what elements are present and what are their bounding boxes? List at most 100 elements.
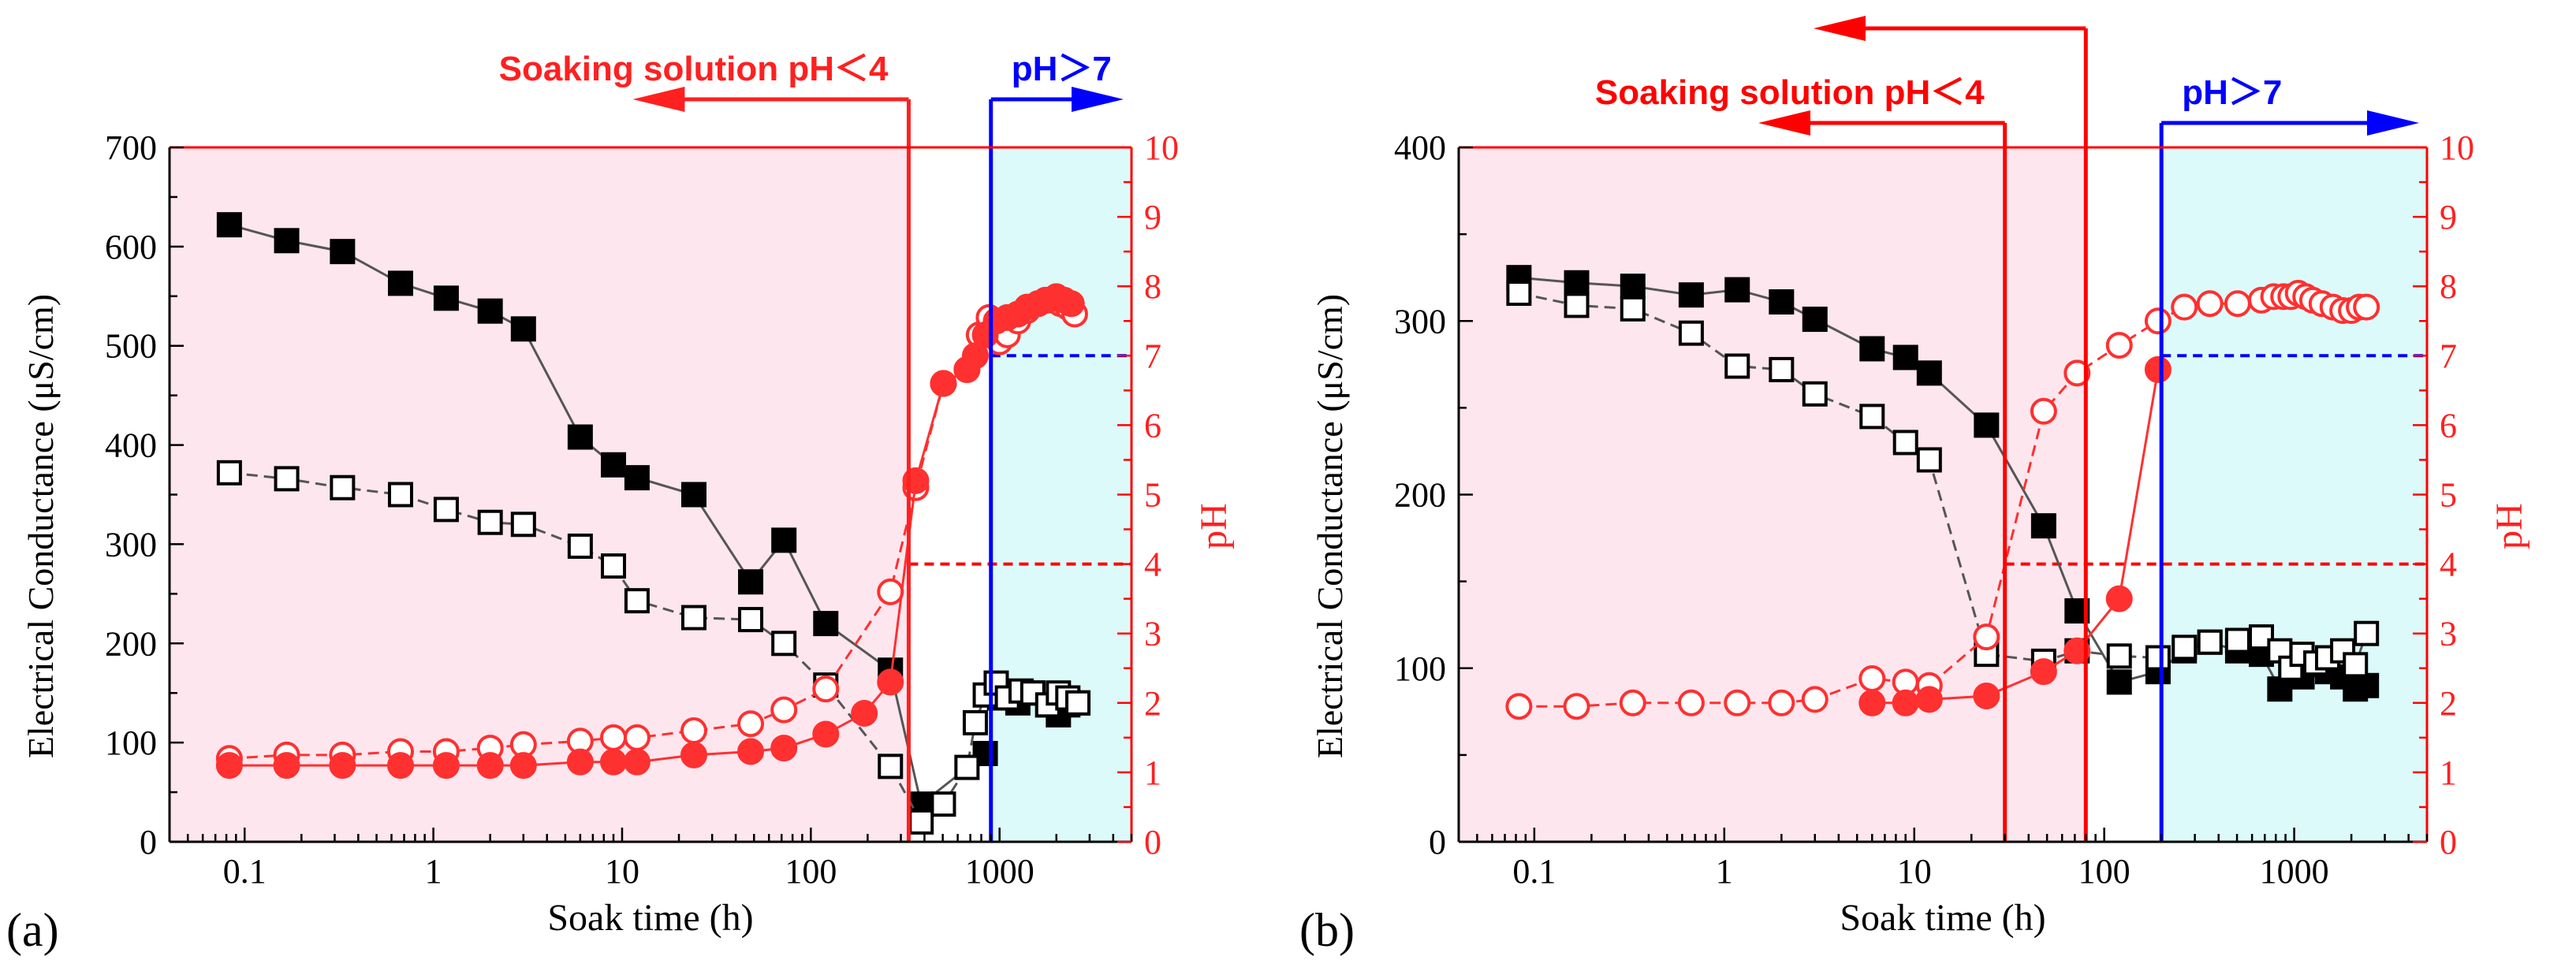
filled-square-point [1802,307,1828,333]
open-circle-point [2063,359,2091,387]
filled-square-point [680,482,706,508]
y2-tick-label: 1 [2440,754,2457,792]
y2-tick-label: 5 [1144,476,1161,515]
filled-circle-point [386,752,414,780]
filled-circle-point [930,370,957,397]
filled-square-point [274,228,300,254]
y2-tick-label: 7 [1144,337,1161,375]
filled-circle-point [812,720,840,748]
open-square-point [930,791,956,817]
filled-circle-point [2030,658,2057,686]
y-tick-label: 300 [1394,302,1446,341]
y-tick-label: 100 [1394,649,1446,688]
filled-square-point [2106,669,2132,695]
y2-tick-label: 4 [2440,545,2457,584]
panel-label: (b) [1299,904,1355,956]
open-circle-point [1563,693,1590,720]
open-circle-point [1801,686,1829,713]
open-square-point [1769,356,1795,382]
filled-circle-point [566,748,594,776]
open-square-point [962,709,988,735]
open-square-point [387,482,413,508]
chart-panel-a: Soaking solution pH＜4 pH＞70.1 1 10 100 100001… [6,50,1235,956]
filled-square-point [813,611,839,637]
filled-circle-point [1057,290,1085,318]
open-circle-point [600,724,628,751]
x-tick-label: 100 [785,852,837,891]
filled-square-point [2267,676,2293,702]
y2-tick-label: 7 [2440,337,2457,375]
y-tick-label: 700 [105,128,157,167]
filled-square-point [601,452,627,478]
x-tick-label: 0.1 [1512,852,1556,891]
open-circle-point [2224,290,2251,318]
open-circle-point [877,578,904,605]
filled-circle-point [1973,682,2000,709]
annotation-arrowhead [632,87,685,112]
filled-square-point [624,465,650,491]
open-square-point [1678,320,1704,346]
filled-square-point [738,569,764,595]
y2-tick-label: 3 [1144,615,1161,653]
open-square-point [954,754,980,780]
open-circle-point [2105,332,2133,359]
open-square-point [1564,292,1590,318]
open-circle-point [623,724,651,751]
x-axis-label: Soak time (h) [547,897,753,939]
open-circle-point [1768,689,1795,716]
y-tick-label: 200 [105,624,157,663]
y2-tick-label: 3 [2440,615,2457,653]
y2-tick-label: 2 [2440,684,2457,723]
y2-tick-label: 1 [1144,754,1161,792]
open-square-point [216,460,242,486]
open-circle-point [812,675,840,703]
open-square-point [1916,447,1942,473]
y2-tick-label: 8 [2440,267,2457,306]
filled-square-point [1620,274,1646,300]
open-square-point [510,512,536,538]
y2-tick-label: 0 [2440,823,2457,861]
filled-square-point [1678,282,1704,308]
filled-square-point [2354,672,2380,698]
annotation-arrowhead [1072,87,1124,112]
open-square-point [2249,624,2275,650]
y2-tick-label: 0 [1144,823,1161,861]
open-circle-point [2196,290,2224,318]
filled-circle-point [509,752,537,780]
filled-circle-point [215,752,243,780]
filled-circle-point [600,748,628,776]
filled-circle-point [961,342,989,370]
filled-circle-point [851,700,878,728]
open-circle-point [770,696,798,724]
open-square-point [601,553,627,579]
filled-square-point [433,285,459,311]
filled-square-point [387,270,413,296]
open-square-point [567,533,593,559]
y2-tick-label: 10 [2440,128,2474,167]
y-tick-label: 400 [105,426,157,465]
y2-tick-label: 8 [1144,267,1161,306]
filled-circle-point [737,738,765,765]
acid-annotation: Soaking solution pH＜4 [499,50,889,88]
filled-square-point [510,316,536,342]
filled-square-point [216,212,242,238]
y-tick-label: 0 [1429,823,1446,861]
filled-square-point [1564,270,1590,296]
y2-tick-label: 4 [1144,545,1161,584]
y-tick-label: 100 [105,724,157,762]
y2-axis-label: pH [2488,503,2530,549]
open-square-point [2354,620,2380,646]
x-tick-label: 1000 [2260,852,2329,891]
filled-square-point [771,527,797,553]
filled-square-point [1724,277,1750,303]
filled-circle-point [770,735,798,762]
open-square-point [1065,690,1091,716]
y-tick-label: 500 [105,327,157,366]
panel-label: (a) [6,904,59,956]
region-acidic [170,147,909,842]
filled-circle-point [680,741,707,768]
open-circle-point [1619,689,1646,716]
open-circle-point [1858,664,1886,692]
filled-circle-point [2105,585,2133,612]
